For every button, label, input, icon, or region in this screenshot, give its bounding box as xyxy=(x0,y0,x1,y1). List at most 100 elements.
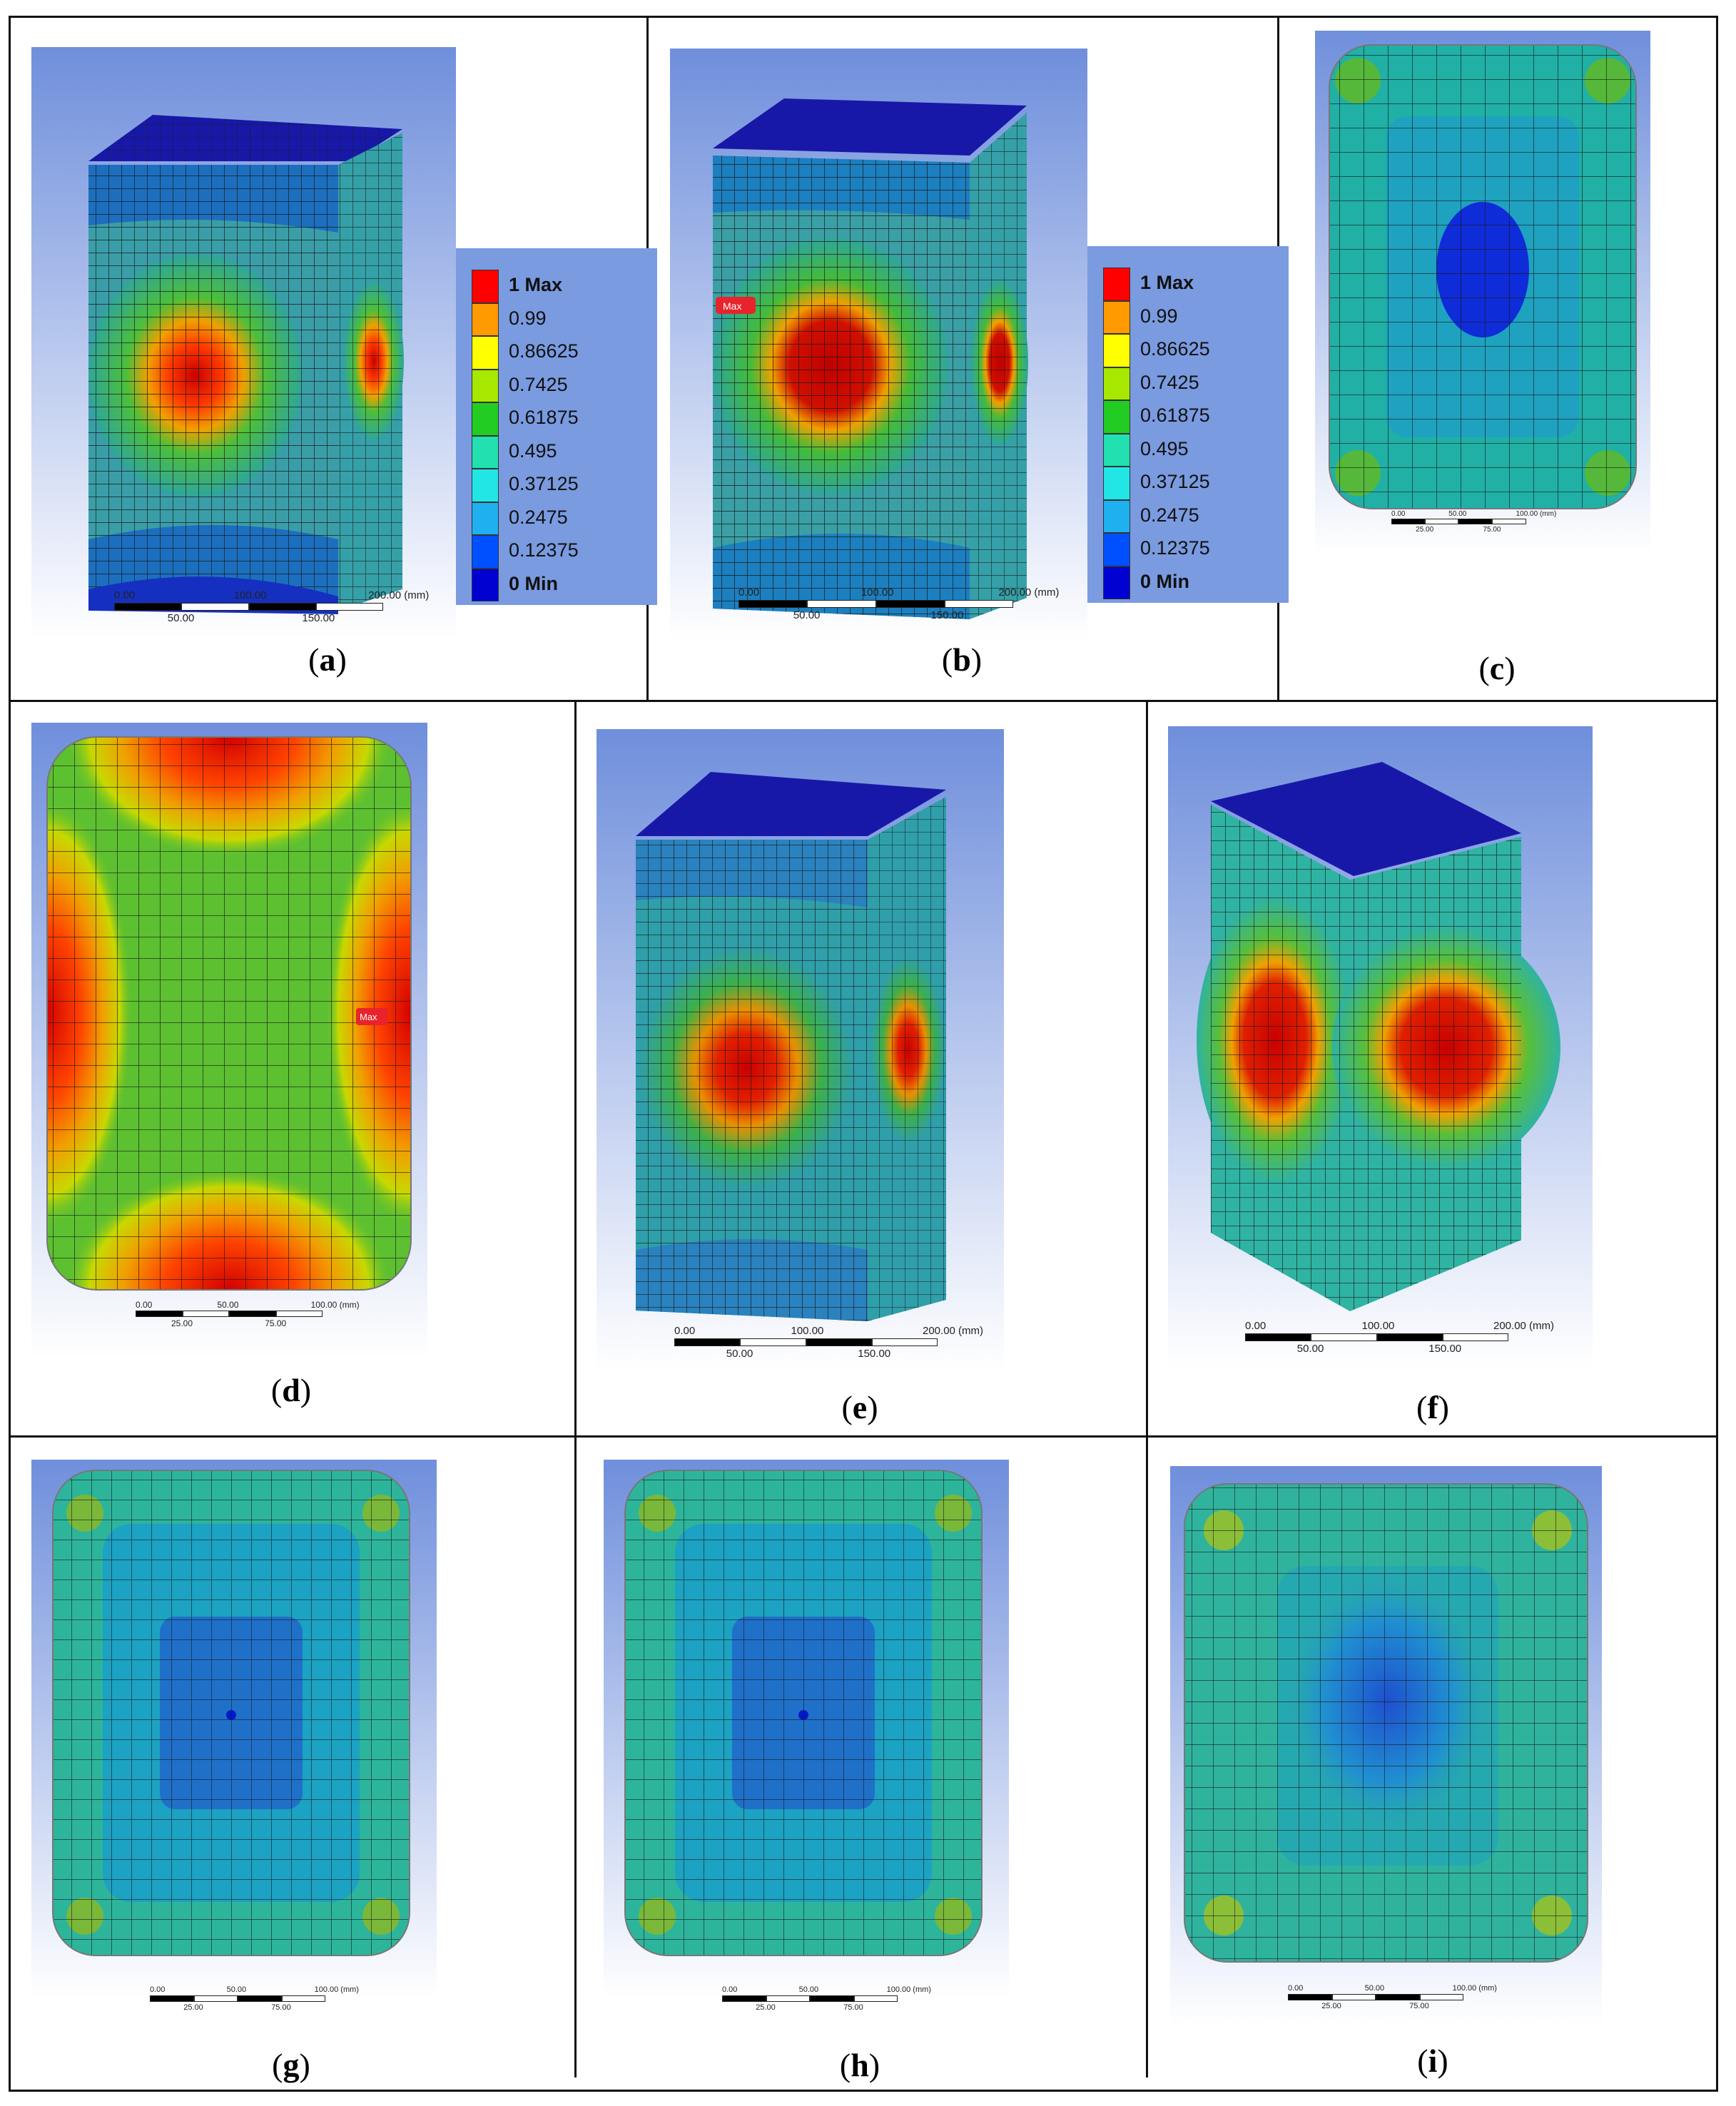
scale-label-bottom: 150.00 xyxy=(930,609,964,621)
scale-segment xyxy=(1331,1994,1376,2000)
legend-swatch xyxy=(472,535,499,569)
fea-render-a xyxy=(31,47,456,639)
scale-segment xyxy=(1442,1333,1508,1341)
legend-label: 0 Min xyxy=(1140,570,1190,592)
scale-segment xyxy=(193,1995,238,2002)
scale-segment xyxy=(875,599,945,608)
scale-label-top: 100.00 (mm) xyxy=(886,1985,931,1995)
legend-swatch xyxy=(472,402,499,436)
scale-label-top: 200.00 (mm) xyxy=(1493,1320,1555,1333)
legend-label: 0.61875 xyxy=(1140,405,1210,426)
legend-label: 1 Max xyxy=(1140,272,1194,293)
fea-render-g xyxy=(31,1460,437,1998)
scale-label-top: 100.00 xyxy=(1361,1320,1395,1333)
legend-label: 0.12375 xyxy=(509,539,579,561)
caption-b: (b) xyxy=(941,641,983,678)
legend-swatch xyxy=(472,568,499,601)
scale-label-bottom: 25.00 xyxy=(756,2003,776,2012)
scale-segment xyxy=(248,602,316,611)
scale-segment xyxy=(1391,519,1426,525)
scale-bar-i: 0.00 50.00 100.00 (mm) 25.00 75.00 xyxy=(1288,1980,1502,2016)
scale-label-bottom: 150.00 xyxy=(858,1347,891,1360)
scale-label-bottom: 50.00 xyxy=(1296,1342,1324,1355)
legend-label: 0.99 xyxy=(1140,305,1178,327)
caption-c: (c) xyxy=(1478,650,1516,686)
scale-segment xyxy=(182,1311,230,1317)
scale-bar-d: 0.00 50.00 100.00 (mm) 25.00 75.00 xyxy=(136,1297,364,1333)
legend-swatch xyxy=(472,435,499,469)
scale-label-bottom: 150.00 xyxy=(302,611,335,624)
scale-segment xyxy=(807,599,876,608)
scale-label-top: 0.00 xyxy=(738,586,760,599)
scale-label-top: 100.00 (mm) xyxy=(1452,1984,1497,1993)
legend-label: 0.7425 xyxy=(509,373,568,395)
legend-swatch xyxy=(472,270,499,303)
legend-swatch xyxy=(1103,268,1130,301)
scale-segment xyxy=(114,602,182,611)
scale-label-top: 0.00 xyxy=(150,1985,166,1995)
legend-swatch xyxy=(1103,400,1130,434)
scale-label-top: 100.00 (mm) xyxy=(310,1300,360,1310)
legend-label: 0.2475 xyxy=(509,506,568,528)
scale-segment xyxy=(674,1338,741,1346)
scale-segment xyxy=(1288,1994,1332,2000)
caption-f: (f) xyxy=(1416,1389,1449,1425)
row-divider-1 xyxy=(9,700,1718,702)
scale-label-top: 0.00 xyxy=(136,1300,153,1310)
fea-render-f xyxy=(1168,726,1593,1368)
legend-swatch xyxy=(1103,334,1130,367)
scale-label-top: 0.00 xyxy=(674,1325,696,1338)
scale-segment xyxy=(136,1311,183,1317)
scale-bar-f: 0.00 100.00 200.00 (mm) 50.00 150.00 xyxy=(1245,1317,1566,1360)
caption-a: (a) xyxy=(308,641,347,678)
legend-label: 0.37125 xyxy=(1140,471,1210,492)
legend-label: 0.7425 xyxy=(1140,371,1199,393)
legend-swatch xyxy=(1103,533,1130,566)
scale-segment xyxy=(275,1311,323,1317)
scale-segment xyxy=(229,1311,276,1317)
scale-bar-g: 0.00 50.00 100.00 (mm) 25.00 75.00 xyxy=(150,1982,364,2018)
scale-label-top: 0.00 xyxy=(114,589,136,602)
legend-swatch xyxy=(1103,433,1130,467)
legend-label: 1 Max xyxy=(509,274,563,295)
legend-b: 1 Max 0.99 0.86625 0.7425 0.61875 0.495 0.3712… xyxy=(1087,246,1289,603)
legend-swatch xyxy=(1103,300,1130,334)
scale-label-top: 200.00 (mm) xyxy=(923,1325,984,1338)
scale-label-top: 100.00 (mm) xyxy=(1516,509,1557,518)
legend-swatch xyxy=(472,502,499,535)
scale-bar-h: 0.00 50.00 100.00 (mm) 25.00 75.00 xyxy=(722,1982,936,2018)
legend-swatch xyxy=(472,336,499,370)
scale-label-top: 0.00 xyxy=(1391,509,1406,518)
scale-label-bottom: 25.00 xyxy=(1416,526,1434,534)
scale-segment xyxy=(853,1995,898,2002)
scale-segment xyxy=(806,1338,872,1346)
legend-label: 0.2475 xyxy=(1140,504,1199,526)
scale-segment xyxy=(1458,519,1493,525)
scale-label-top: 100.00 xyxy=(861,586,894,599)
scale-segment xyxy=(181,602,249,611)
scale-label-top: 200.00 (mm) xyxy=(998,586,1060,599)
max-marker-b: Max xyxy=(723,300,741,312)
scale-label-top: 0.00 xyxy=(1245,1320,1267,1333)
caption-d: (d) xyxy=(270,1372,312,1408)
legend-label: 0.86625 xyxy=(509,340,579,362)
legend-label: 0 Min xyxy=(509,572,559,594)
scale-segment xyxy=(722,1995,766,2002)
scale-label-top: 50.00 xyxy=(217,1300,239,1310)
scale-segment xyxy=(1245,1333,1311,1341)
caption-h: (h) xyxy=(839,2047,880,2083)
scale-segment xyxy=(740,1338,806,1346)
col-divider-r2-2 xyxy=(1146,701,1148,2077)
legend-swatch xyxy=(472,302,499,336)
scale-label-bottom: 75.00 xyxy=(265,1318,287,1328)
scale-label-top: 100.00 xyxy=(791,1325,824,1338)
scale-label-bottom: 75.00 xyxy=(271,2003,291,2012)
fea-render-b: Max xyxy=(670,49,1087,641)
scale-label-top: 200.00 (mm) xyxy=(368,589,430,602)
legend-label: 0.495 xyxy=(1140,437,1189,459)
fea-render-h xyxy=(604,1460,1009,1998)
legend-label: 0.61875 xyxy=(509,407,579,428)
scale-label-top: 0.00 xyxy=(722,1985,738,1995)
fea-render-e xyxy=(597,729,1004,1371)
scale-label-top: 100.00 xyxy=(233,589,267,602)
